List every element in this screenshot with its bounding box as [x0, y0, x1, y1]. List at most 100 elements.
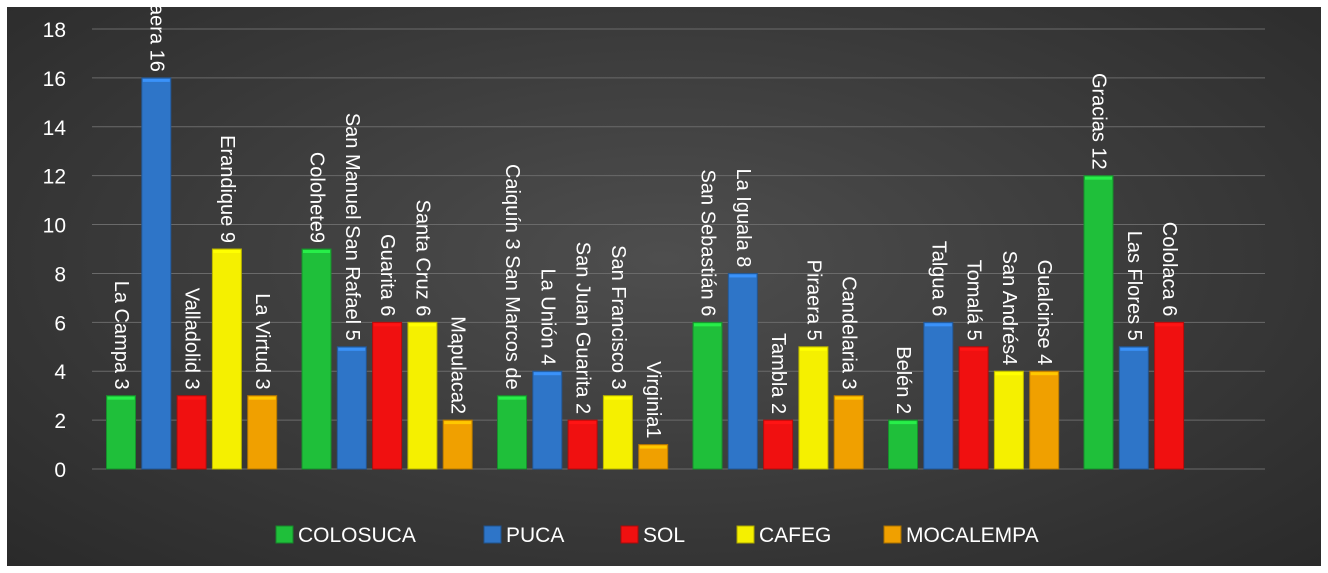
- bar-highlight: [889, 421, 917, 425]
- legend-swatch-puca: [483, 525, 502, 544]
- bar-highlight: [373, 323, 401, 327]
- data-label: Tomalá 5: [963, 260, 985, 341]
- y-tick-label: 16: [43, 68, 66, 91]
- data-label: Cololaca 6: [1158, 222, 1180, 317]
- bar-highlight: [408, 323, 436, 327]
- bar-highlight: [694, 323, 721, 327]
- data-label: Mapulaca2: [447, 316, 469, 414]
- bar-highlight: [799, 347, 827, 351]
- data-label: San Juan Guarita 2: [572, 242, 594, 414]
- bar-highlight: [107, 396, 135, 400]
- legend-label: CAFEG: [759, 524, 831, 547]
- bar-highlight: [248, 396, 276, 400]
- bar-highlight: [303, 250, 330, 253]
- data-label: Las Flores 5: [1123, 231, 1145, 341]
- data-label: Santa Cruz 6: [411, 200, 433, 317]
- data-label: Guarita 6: [376, 234, 398, 316]
- bar-cafeg: [798, 346, 829, 470]
- bar-colosuca: [1083, 175, 1114, 470]
- bar-puca: [1118, 346, 1149, 470]
- gridlines: [92, 28, 1265, 470]
- y-tick-label: 12: [43, 166, 66, 189]
- data-label: San Francisco 3: [607, 245, 629, 390]
- bar-highlight: [444, 421, 472, 425]
- legend-label: COLOSUCA: [298, 524, 416, 547]
- data-label: Colohete9: [306, 152, 328, 243]
- bar-sol: [1154, 321, 1185, 470]
- y-tick-label: 18: [43, 19, 66, 42]
- data-label: Gualcinse 4: [1033, 260, 1055, 366]
- data-label: Gracias 12: [1088, 73, 1110, 170]
- bar-highlight: [142, 78, 170, 82]
- y-tick-label: 6: [54, 312, 66, 335]
- bar-highlight: [960, 347, 988, 351]
- bar-mocalempa: [442, 419, 473, 470]
- data-label: San Andrés4: [998, 251, 1020, 366]
- data-label: Talgua 6: [927, 241, 949, 317]
- bar-highlight: [213, 250, 241, 253]
- legend-swatch-mocalempa: [883, 525, 902, 544]
- data-label: San Sebastián 6: [697, 170, 719, 317]
- data-label: San Manuel San Rafael 5: [341, 113, 363, 341]
- bar-colosuca: [888, 419, 918, 470]
- data-label: Piraera 5: [802, 260, 824, 341]
- data-label: Candelaria 3: [838, 276, 860, 389]
- bar-colosuca: [692, 321, 723, 470]
- bar-highlight: [338, 347, 366, 351]
- bar-puca: [532, 370, 563, 470]
- bar-highlight: [178, 396, 206, 400]
- bar-puca: [336, 346, 367, 470]
- bar-colosuca: [106, 395, 136, 470]
- bar-sol: [958, 346, 989, 470]
- data-label: La Virtud 3: [251, 293, 273, 389]
- data-label: Lepaera 16: [145, 0, 167, 72]
- bar-highlight: [1155, 323, 1183, 327]
- data-label: La Iguala 8: [732, 168, 754, 267]
- bar-highlight: [639, 445, 667, 449]
- data-label: Tambla 2: [767, 333, 789, 414]
- legend-label: SOL: [643, 524, 685, 547]
- y-tick-label: 8: [54, 263, 66, 286]
- data-label: Erandique 9: [216, 135, 238, 243]
- bar-highlight: [729, 274, 757, 278]
- data-label: Caiquín 3 San Marcos de: [501, 164, 523, 390]
- bar-highlight: [1085, 176, 1112, 180]
- data-label: La Unión 4: [536, 268, 558, 365]
- bar-mocalempa: [1029, 370, 1060, 470]
- bar-sol: [176, 395, 207, 470]
- bar-highlight: [924, 323, 952, 327]
- bar-mocalempa: [247, 395, 278, 470]
- bar-cafeg: [602, 395, 633, 470]
- y-tick-label: 0: [54, 459, 66, 482]
- bar-sol: [763, 419, 794, 470]
- legend-swatch-sol: [620, 525, 639, 544]
- data-label: Valladolid 3: [181, 288, 203, 390]
- bar-colosuca: [497, 395, 527, 470]
- y-axis-ticks: 0 2 4 6 8 10 12 14 16 18: [43, 19, 67, 482]
- legend-label: MOCALEMPA: [906, 524, 1039, 547]
- legend-label: PUCA: [506, 524, 564, 547]
- bar-cafeg: [993, 370, 1024, 470]
- y-tick-label: 10: [43, 215, 66, 238]
- bar-highlight: [995, 372, 1023, 376]
- bar-highlight: [1120, 347, 1148, 351]
- bar-highlight: [835, 396, 863, 400]
- data-labels: La Campa 3 Lepaera 16 Valladolid 3 Erandiqu…: [110, 0, 1180, 439]
- data-label: Belén 2: [892, 346, 914, 414]
- legend-swatch-colosuca: [275, 525, 294, 544]
- legend: COLOSUCA PUCA SOL CAFEG MOCALEMPA: [275, 524, 1039, 547]
- bar-cafeg: [211, 248, 242, 470]
- y-tick-label: 14: [43, 117, 67, 140]
- bar-highlight: [604, 396, 632, 400]
- bar-mocalempa: [833, 395, 864, 470]
- bar-highlight: [569, 421, 597, 425]
- bar-puca: [923, 321, 954, 470]
- bar-puca: [141, 77, 172, 470]
- data-label: Virginia1: [642, 361, 664, 438]
- bar-highlight: [764, 421, 792, 425]
- bar-highlight: [533, 372, 561, 376]
- bar-highlight: [498, 396, 526, 400]
- bar-puca: [727, 272, 758, 470]
- bars: [106, 77, 1185, 470]
